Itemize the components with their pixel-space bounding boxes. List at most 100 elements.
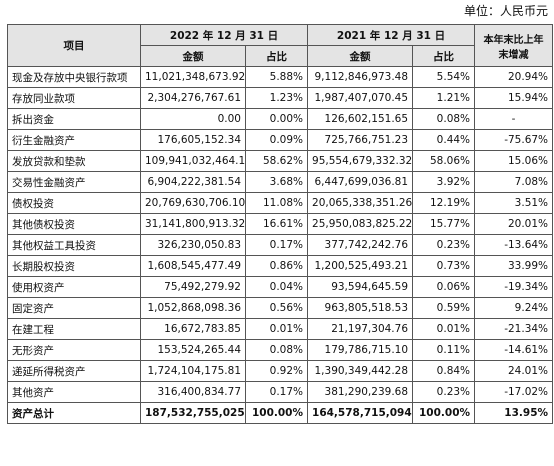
table-cell: 资产总计 <box>7 402 141 424</box>
table-cell: 963,805,518.53 <box>307 297 414 319</box>
table-row: 现金及存放中央银行款项 11,021,348,673.92 5.88% 9,112,8… <box>7 66 554 88</box>
table-cell: 153,524,265.44 <box>140 339 246 361</box>
table-cell: 5.54% <box>412 66 476 88</box>
table-cell: -13.64% <box>474 234 554 256</box>
table-cell: 21,197,304.76 <box>307 318 414 340</box>
table-cell: 326,230,050.83 <box>140 234 246 256</box>
table-cell: 25,950,083,825.22 <box>307 213 414 235</box>
table-row: 衍生金融资产 176,605,152.34 0.09% 725,766,751.23 0… <box>7 129 554 151</box>
table-cell: 16.61% <box>244 213 309 235</box>
table-cell: 其他权益工具投资 <box>7 234 141 256</box>
table-cell: -14.61% <box>474 339 554 361</box>
table-row: 发放贷款和垫款 109,941,032,464.14 58.62% 95,554,67… <box>7 150 554 172</box>
table-cell: 6,904,222,381.54 <box>140 171 246 193</box>
table-cell: 存放同业款项 <box>7 87 141 109</box>
table-cell: 1,724,104,175.81 <box>140 360 246 382</box>
table-cell: 0.59% <box>412 297 476 319</box>
table-cell: 20,769,630,706.10 <box>140 192 246 214</box>
table-cell: 0.23% <box>412 381 476 403</box>
table-cell: 长期股权投资 <box>7 255 141 277</box>
table-cell: 0.09% <box>244 129 309 151</box>
table-cell: 0.00 <box>140 108 246 130</box>
table-cell: 0.04% <box>244 276 309 298</box>
balance-table: 项目 2022 年 12 月 31 日 2021 年 12 月 31 日 本年末… <box>7 24 554 424</box>
table-cell: 发放贷款和垫款 <box>7 150 141 172</box>
table-cell: 0.73% <box>412 255 476 277</box>
table-cell: 拆出资金 <box>7 108 141 130</box>
table-row: 其他债权投资 31,141,800,913.32 16.61% 25,950,083,… <box>7 213 554 235</box>
table-cell: 使用权资产 <box>7 276 141 298</box>
table-cell: 179,786,715.10 <box>307 339 414 361</box>
table-cell: 0.00% <box>244 108 309 130</box>
table-cell: 13.95% <box>474 402 554 424</box>
table-cell: 0.92% <box>244 360 309 382</box>
table-cell: 100.00% <box>412 402 476 424</box>
table-cell: 0.44% <box>412 129 476 151</box>
table-cell: 31,141,800,913.32 <box>140 213 246 235</box>
table-cell: 递延所得税资产 <box>7 360 141 382</box>
table-cell: - <box>474 108 554 130</box>
header-cell: 2022 年 12 月 31 日 <box>139 24 309 46</box>
table-cell: 0.08% <box>244 339 309 361</box>
table-cell: 187,532,755,025.44 <box>140 402 246 424</box>
header-cell: 金额 <box>307 45 414 67</box>
table-cell: 15.77% <box>412 213 476 235</box>
table-cell: 其他资产 <box>7 381 141 403</box>
table-cell: 93,594,645.59 <box>307 276 414 298</box>
table-cell: 11.08% <box>244 192 309 214</box>
table-cell: 现金及存放中央银行款项 <box>7 66 141 88</box>
table-cell: 58.62% <box>244 150 309 172</box>
table-cell: 6,447,699,036.81 <box>307 171 414 193</box>
table-cell: 债权投资 <box>7 192 141 214</box>
table-cell: 0.11% <box>412 339 476 361</box>
table-cell: 衍生金融资产 <box>7 129 141 151</box>
header-cell: 项目 <box>7 24 141 67</box>
table-cell: 0.17% <box>244 381 309 403</box>
header-cell: 占比 <box>244 45 309 67</box>
table-row: 其他权益工具投资 326,230,050.83 0.17% 377,742,242.7… <box>7 234 554 256</box>
table-cell: 0.56% <box>244 297 309 319</box>
table-cell: 2,304,276,767.61 <box>140 87 246 109</box>
table-cell: 0.01% <box>244 318 309 340</box>
table-cell: 0.84% <box>412 360 476 382</box>
table-cell: -75.67% <box>474 129 554 151</box>
table-cell: 95,554,679,332.32 <box>307 150 414 172</box>
table-cell: 20,065,338,351.26 <box>307 192 414 214</box>
table-row: 使用权资产 75,492,279.92 0.04% 93,594,645.59 0.06… <box>7 276 554 298</box>
table-cell: 33.99% <box>474 255 554 277</box>
table-cell: 16,672,783.85 <box>140 318 246 340</box>
header-cell: 2021 年 12 月 31 日 <box>307 24 476 46</box>
table-row: 长期股权投资 1,608,545,477.49 0.86% 1,200,525,493… <box>7 255 554 277</box>
table-cell: 1,390,349,442.28 <box>307 360 414 382</box>
table-cell: 7.08% <box>474 171 554 193</box>
table-cell: 12.19% <box>412 192 476 214</box>
table-cell: 1,608,545,477.49 <box>140 255 246 277</box>
header-cell: 本年末比上年末增减 <box>474 24 554 67</box>
table-cell: 11,021,348,673.92 <box>140 66 246 88</box>
table-cell: 1,052,868,098.36 <box>140 297 246 319</box>
table-row: 拆出资金 0.00 0.00% 126,602,151.65 0.08% - <box>7 108 554 130</box>
table-cell: 0.01% <box>412 318 476 340</box>
table-cell: 20.94% <box>474 66 554 88</box>
table-cell: 1.21% <box>412 87 476 109</box>
table-cell: -21.34% <box>474 318 554 340</box>
table-cell: 75,492,279.92 <box>140 276 246 298</box>
table-cell: 固定资产 <box>7 297 141 319</box>
table-row: 交易性金融资产 6,904,222,381.54 3.68% 6,447,699,03… <box>7 171 554 193</box>
table-cell: 9.24% <box>474 297 554 319</box>
table-cell: 725,766,751.23 <box>307 129 414 151</box>
table-cell: 3.51% <box>474 192 554 214</box>
table-cell: 109,941,032,464.14 <box>140 150 246 172</box>
table-cell: 交易性金融资产 <box>7 171 141 193</box>
table-cell: 1,987,407,070.45 <box>307 87 414 109</box>
table-row: 存放同业款项 2,304,276,767.61 1.23% 1,987,407,070… <box>7 87 554 109</box>
table-cell: 377,742,242.76 <box>307 234 414 256</box>
table-row: 固定资产 1,052,868,098.36 0.56% 963,805,518.53 0… <box>7 297 554 319</box>
table-cell: -19.34% <box>474 276 554 298</box>
table-cell: 3.92% <box>412 171 476 193</box>
table-cell: 15.06% <box>474 150 554 172</box>
table-cell: 1,200,525,493.21 <box>307 255 414 277</box>
table-row: 资产总计187,532,755,025.44100.00%164,578,715… <box>7 402 554 424</box>
table-cell: 0.23% <box>412 234 476 256</box>
